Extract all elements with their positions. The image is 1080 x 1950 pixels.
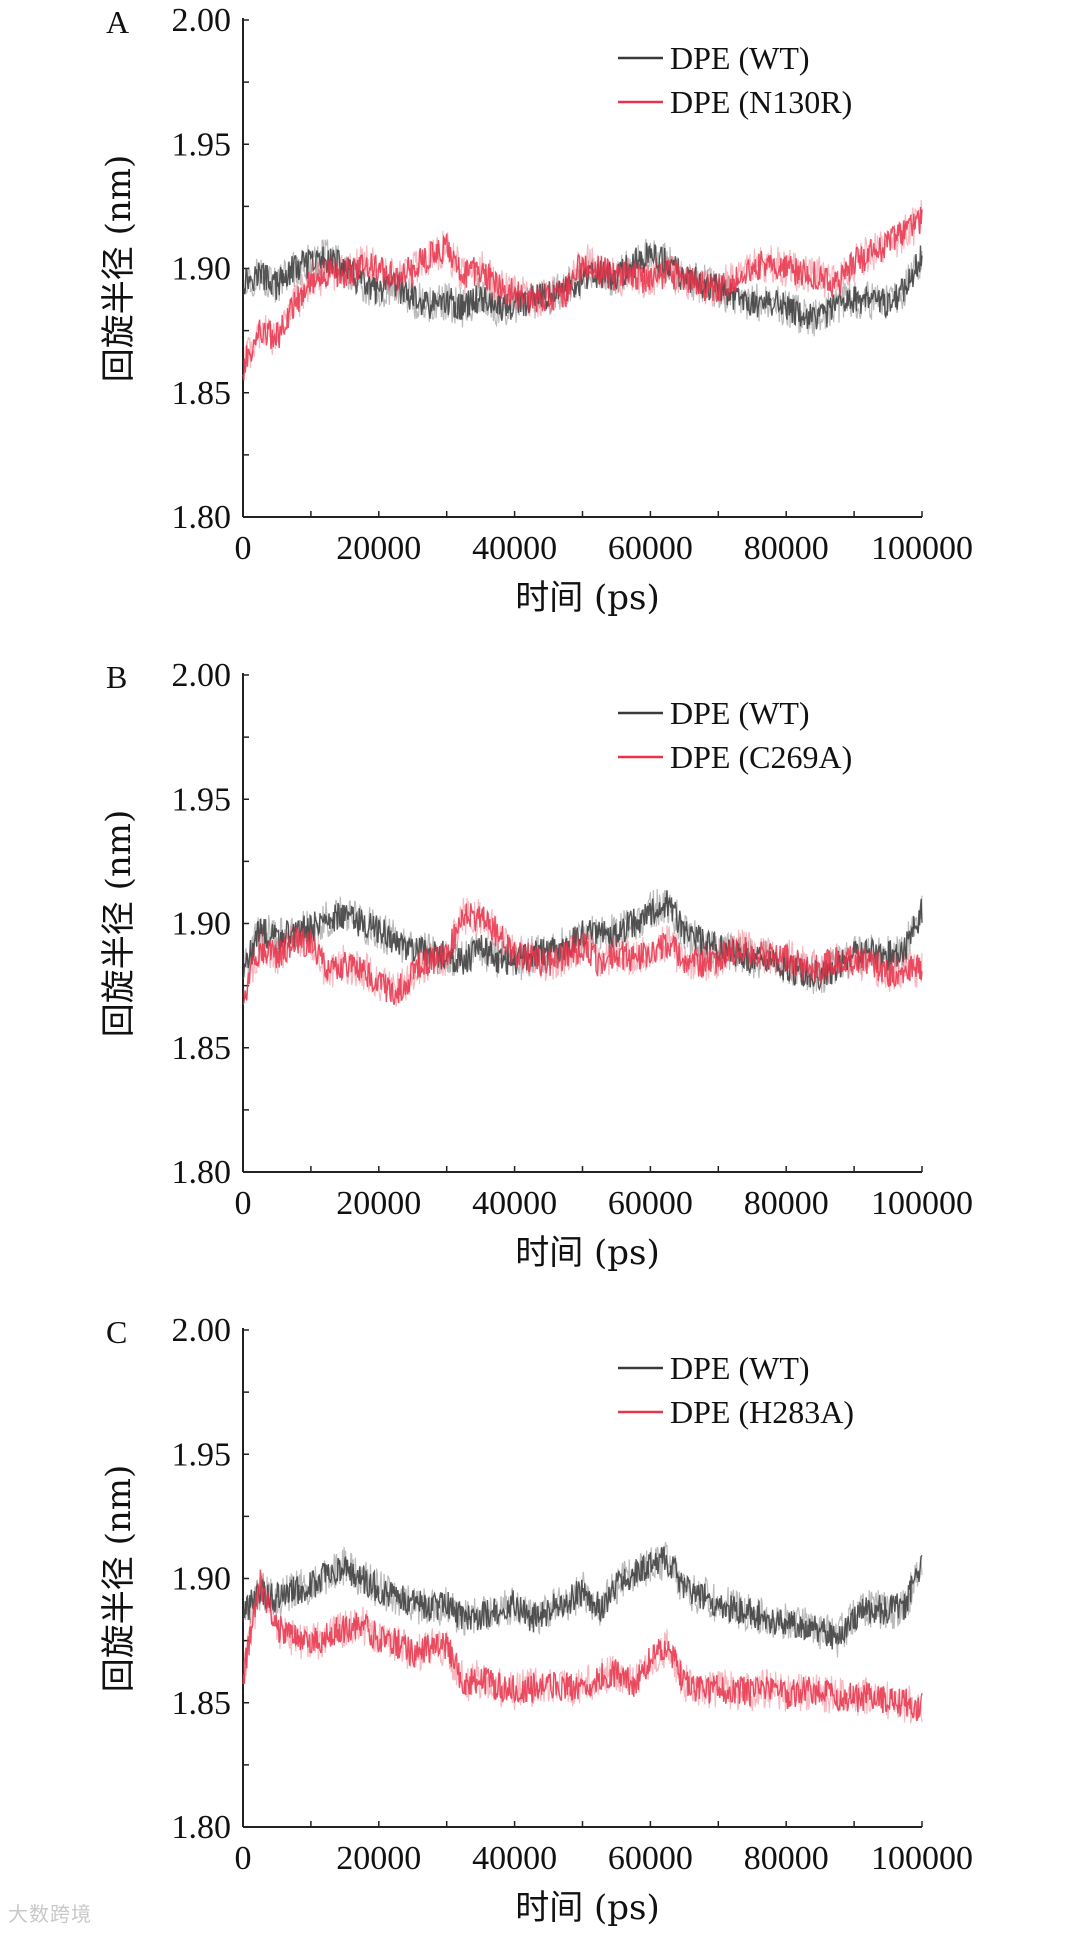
- legend-label: DPE (WT): [670, 40, 810, 76]
- legend-label: DPE (N130R): [670, 84, 852, 120]
- y-tick-label: 1.95: [172, 781, 232, 818]
- y-axis-label: 回旋半径 (nm): [99, 155, 139, 382]
- x-tick-label: 40000: [472, 530, 557, 567]
- x-tick-label: 100000: [871, 1185, 973, 1222]
- y-axis-label: 回旋半径 (nm): [99, 1465, 139, 1692]
- y-tick-label: 1.90: [172, 1561, 232, 1598]
- x-axis-label: 时间 (ps): [515, 1233, 660, 1273]
- panel-label: A: [106, 4, 129, 40]
- x-tick-label: 80000: [744, 530, 829, 567]
- legend-label: DPE (WT): [670, 695, 810, 731]
- x-tick-label: 80000: [744, 1840, 829, 1877]
- series-line: [242, 242, 923, 330]
- x-tick-label: 60000: [608, 1185, 693, 1222]
- x-tick-label: 20000: [336, 530, 421, 567]
- x-tick-label: 80000: [744, 1185, 829, 1222]
- legend-label: DPE (H283A): [670, 1394, 854, 1430]
- legend-label: DPE (WT): [670, 1350, 810, 1386]
- y-axis-label: 回旋半径 (nm): [99, 810, 139, 1037]
- y-tick-label: 1.80: [172, 1809, 232, 1846]
- series-line-shade: [242, 238, 923, 337]
- y-tick-label: 1.95: [172, 126, 232, 163]
- y-tick-label: 1.85: [172, 375, 232, 412]
- x-tick-label: 40000: [472, 1185, 557, 1222]
- y-tick-label: 1.95: [172, 1436, 232, 1473]
- chart-svg-c: 0 20000 40000 60000 80000 100000 1.80 1.85 1.90 1…: [99, 1312, 973, 1928]
- y-tick-label: 1.80: [172, 1154, 232, 1191]
- x-tick-label: 40000: [472, 1840, 557, 1877]
- y-tick-label: 2.00: [172, 2, 232, 39]
- chart-panel-c: 0 20000 40000 60000 80000 100000 1.80 1.85 1.90 1…: [0, 1310, 1080, 1950]
- chart-svg-b: 0 20000 40000 60000 80000 100000 1.80 1.85 1.90 1…: [99, 657, 973, 1273]
- x-tick-label: 0: [235, 530, 252, 567]
- chart-panel-b: 0 20000 40000 60000 80000 100000 1.80 1.85 1.90 1…: [0, 655, 1080, 1295]
- x-axis-label: 时间 (ps): [515, 1888, 660, 1928]
- y-tick-label: 1.85: [172, 1685, 232, 1722]
- chart-svg-a: 0 20000 40000 60000 80000 100000 1.80 1.85 1.90 1…: [99, 2, 973, 618]
- panel-label: C: [106, 1314, 127, 1350]
- y-tick-label: 2.00: [172, 657, 232, 694]
- watermark-text: 大数跨境: [8, 1902, 92, 1926]
- y-tick-label: 1.85: [172, 1030, 232, 1067]
- series-line: [242, 1546, 923, 1650]
- x-tick-label: 20000: [336, 1840, 421, 1877]
- x-tick-label: 100000: [871, 530, 973, 567]
- x-tick-label: 60000: [608, 530, 693, 567]
- series-line: [242, 206, 923, 381]
- y-tick-label: 2.00: [172, 1312, 232, 1349]
- x-tick-label: 60000: [608, 1840, 693, 1877]
- y-tick-label: 1.90: [172, 251, 232, 288]
- y-tick-label: 1.90: [172, 906, 232, 943]
- series-line: [242, 890, 923, 992]
- x-tick-label: 0: [235, 1185, 252, 1222]
- panel-label: B: [106, 659, 127, 695]
- legend-label: DPE (C269A): [670, 739, 852, 775]
- x-axis-label: 时间 (ps): [515, 578, 660, 618]
- x-tick-label: 0: [235, 1840, 252, 1877]
- y-tick-label: 1.80: [172, 499, 232, 536]
- series-line: [242, 1569, 923, 1722]
- series-line: [242, 903, 923, 1005]
- x-tick-label: 20000: [336, 1185, 421, 1222]
- x-tick-label: 100000: [871, 1840, 973, 1877]
- chart-panel-a: 0 20000 40000 60000 80000 100000 1.80 1.85 1.90 1…: [0, 0, 1080, 640]
